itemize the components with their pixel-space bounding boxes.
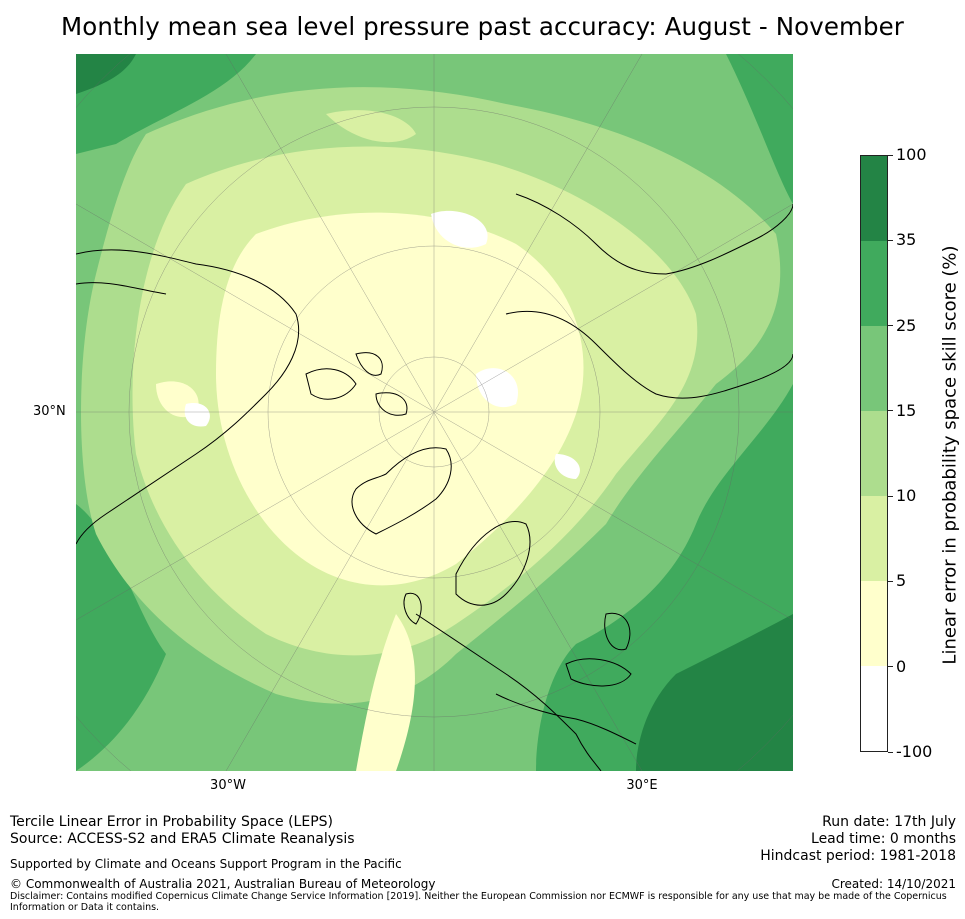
region-cream [216, 212, 584, 586]
colorbar-segment [861, 241, 887, 326]
footer-created: Created: 14/10/2021 [831, 877, 956, 891]
region-ne-green [726, 54, 793, 204]
footer-support: Supported by Climate and Oceans Support … [10, 857, 402, 871]
colorbar-tick [888, 666, 893, 668]
colorbar-tick [888, 410, 893, 412]
colorbar-tick [888, 495, 893, 497]
colorbar-tick-label: 100 [896, 145, 927, 164]
colorbar-tick-label: 5 [896, 571, 907, 591]
footer-disclaimer: Disclaimer: Contains modified Copernicus… [10, 891, 947, 913]
white-patch-1 [431, 210, 488, 248]
colorbar-tick [888, 239, 893, 241]
colorbar-segment [861, 326, 887, 411]
footer-leps: Tercile Linear Error in Probability Spac… [10, 814, 333, 830]
region-cream-south [356, 614, 415, 771]
colorbar-tick [888, 751, 893, 753]
lon-label-30w: 30°W [210, 778, 246, 793]
footer-source: Source: ACCESS-S2 and ERA5 Climate Reana… [10, 831, 355, 847]
colorbar-tick-label: -100 [896, 742, 933, 761]
colorbar-tick-label: 25 [896, 315, 917, 335]
colorbar-segment [861, 156, 887, 241]
colorbar-tick-label: 0 [896, 656, 907, 676]
region-sw-green [76, 504, 166, 771]
colorbar-segment [861, 666, 887, 751]
lon-label-30e: 30°E [626, 778, 658, 793]
white-patch-3 [184, 403, 210, 427]
colorbar-segment [861, 411, 887, 496]
patch-north [326, 110, 416, 143]
colorbar-tick [888, 325, 893, 327]
polar-map [76, 54, 793, 771]
lat-label-30n: 30°N [33, 404, 66, 419]
colorbar-tick-label: 35 [896, 230, 917, 250]
colorbar-tick [888, 580, 893, 582]
region-nw-dark [76, 54, 136, 94]
white-patch-4 [554, 454, 580, 479]
graticule [76, 54, 793, 771]
footer-hindcast: Hindcast period: 1981-2018 [760, 848, 956, 864]
colorbar [860, 155, 888, 752]
colorbar-segment [861, 581, 887, 666]
region-nw-green [76, 54, 256, 154]
coastlines [76, 193, 793, 771]
footer-lead-time: Lead time: 0 months [811, 831, 956, 847]
colorbar-segment [861, 496, 887, 581]
map-svg [76, 54, 793, 771]
white-patch-2 [476, 368, 518, 408]
colorbar-tick-label: 15 [896, 400, 917, 420]
footer-run-date: Run date: 17th July [822, 814, 956, 830]
footer-copyright: © Commonwealth of Australia 2021, Austra… [10, 877, 436, 891]
region-se-dark [636, 614, 793, 771]
colorbar-title: Linear error in probability space skill … [939, 245, 961, 665]
chart-title: Monthly mean sea level pressure past acc… [61, 12, 904, 41]
colorbar-tick [888, 154, 893, 156]
colorbar-tick-label: 10 [896, 486, 917, 506]
